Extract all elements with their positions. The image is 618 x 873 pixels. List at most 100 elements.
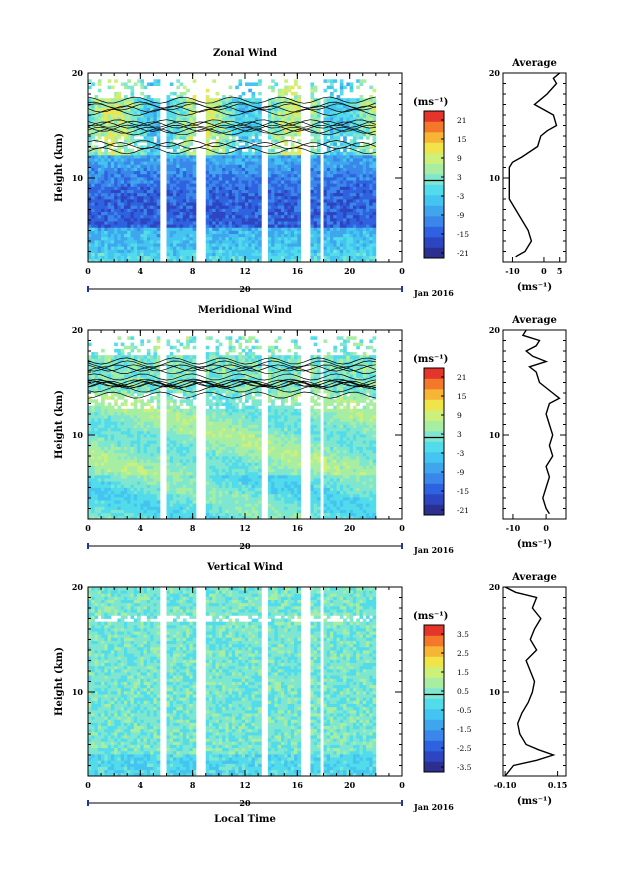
x-tick-label: 4 [138, 780, 144, 790]
x-tick-label: 0 [85, 266, 91, 276]
panel-2: Meridional Wind 0 4 8 12 16 20 0 10 20 Height (km)… [54, 305, 567, 555]
contour-lines [87, 96, 376, 155]
x-axis-label: Local Time [214, 814, 276, 825]
contour-lines [87, 357, 376, 399]
day-label: 20 [239, 284, 251, 294]
x-tick-label: 8 [190, 780, 196, 790]
x-tick-label: 20 [344, 523, 356, 533]
profile-x-label: (ms⁻¹) [517, 796, 552, 807]
x-tick-label: 16 [292, 780, 304, 790]
colorbar-tick-label: 9 [457, 154, 462, 163]
colorbar-tick-label: 21 [457, 116, 467, 125]
profile-frame [502, 329, 567, 520]
profile-y-tick-label: 20 [489, 68, 501, 78]
x-tick-label: 4 [138, 523, 144, 533]
colorbar-tick-label: 1.5 [457, 668, 469, 677]
profile-y-tick-label: 10 [489, 687, 501, 697]
colorbar-tick-label: -0.5 [457, 706, 472, 715]
heatmap-field [88, 336, 377, 520]
colorbar-swatch [424, 494, 444, 505]
panel-3: Vertical Wind 0 4 8 12 16 20 0 10 20 Height (km) 20… [54, 562, 567, 825]
colorbar-swatch [424, 368, 444, 379]
colorbar-swatch [424, 751, 444, 762]
colorbar-frame [423, 367, 445, 516]
profile-title: Average [511, 315, 557, 326]
colorbar-tick-label: -3 [457, 192, 465, 201]
profile-x-label: (ms⁻¹) [517, 539, 552, 550]
x-tick-label: 20 [344, 266, 356, 276]
colorbar-swatch [424, 677, 444, 689]
colorbar-tick-label: -21 [457, 249, 469, 258]
profile-x-tick-label: -0.10 [494, 780, 517, 790]
colorbar-swatch [424, 111, 444, 122]
colorbar-tick-label: -15 [457, 230, 469, 239]
x-tick-label: 0 [399, 780, 405, 790]
colorbar-swatch [424, 656, 444, 668]
colorbar-swatch [424, 184, 444, 196]
profile-title: Average [511, 572, 557, 583]
colorbar-swatch [424, 646, 444, 657]
y-tick-label: 10 [72, 687, 84, 697]
y-axis-label: Height (km) [54, 133, 65, 202]
date-label: Jan 2016 [413, 545, 454, 555]
colorbar-swatch [424, 132, 444, 143]
x-tick-label: 12 [239, 266, 250, 276]
day-label: 20 [239, 541, 251, 551]
heatmap-field [88, 587, 377, 777]
colorbar-unit: (ms⁻¹) [413, 354, 448, 365]
colorbar-swatch [424, 483, 444, 495]
colorbar-tick-label: -3 [457, 449, 465, 458]
colorbar-tick-label: -2.5 [457, 744, 472, 753]
colorbar-swatch [424, 174, 444, 185]
colorbar-swatch [424, 410, 444, 421]
y-tick-label: 20 [72, 325, 84, 335]
colorbar-swatch [424, 473, 444, 484]
colorbar [424, 625, 444, 773]
y-tick-label: 10 [72, 430, 84, 440]
profile-x-label: (ms⁻¹) [517, 282, 552, 293]
profile-line [521, 329, 561, 515]
colorbar-swatch [424, 688, 444, 699]
colorbar-swatch [424, 709, 444, 720]
profile-x-tick-label: -10 [506, 523, 521, 533]
profile-y-tick-label: 10 [489, 173, 501, 183]
colorbar-tick-label: -9 [457, 211, 465, 220]
colorbar-swatch [424, 389, 444, 400]
colorbar-tick-label: 15 [457, 392, 467, 401]
colorbar-tick-label: -1.5 [457, 725, 472, 734]
average-profile: Average 10 20 -10 0 5 (ms⁻¹) [489, 58, 567, 293]
colorbar-tick-label: 3.5 [457, 630, 469, 639]
x-tick-label: 4 [138, 266, 144, 276]
colorbar-unit: (ms⁻¹) [413, 97, 448, 108]
colorbar-swatch [424, 399, 444, 411]
colorbar-tick-label: -15 [457, 487, 469, 496]
profile-line [504, 586, 556, 777]
colorbar-swatch [424, 635, 444, 647]
colorbar-tick-label: 2.5 [457, 649, 469, 658]
colorbar-swatch [424, 431, 444, 442]
colorbar-swatch [424, 719, 444, 731]
y-tick-label: 20 [72, 68, 84, 78]
colorbar-swatch [424, 730, 444, 741]
y-tick-label: 20 [72, 582, 84, 592]
colorbar [424, 368, 444, 516]
x-tick-label: 16 [292, 523, 304, 533]
profile-x-tick-label: -10 [505, 266, 520, 276]
colorbar-tick-label: 15 [457, 135, 467, 144]
colorbar-swatch [424, 216, 444, 227]
date-label: Jan 2016 [413, 288, 454, 298]
x-tick-label: 0 [399, 266, 405, 276]
panel-title: Vertical Wind [206, 562, 283, 573]
profile-x-tick-label: 0.15 [548, 780, 567, 790]
colorbar-swatch [424, 504, 444, 516]
colorbar-swatch [424, 142, 444, 154]
colorbar-swatch [424, 625, 444, 636]
colorbar-tick-label: 21 [457, 373, 467, 382]
colorbar-unit: (ms⁻¹) [413, 611, 448, 622]
colorbar-swatch [424, 441, 444, 453]
colorbar-swatch [424, 420, 444, 432]
colorbar-frame [423, 624, 445, 773]
profile-x-tick-label: 0 [541, 266, 547, 276]
panel-title: Meridional Wind [198, 305, 292, 316]
